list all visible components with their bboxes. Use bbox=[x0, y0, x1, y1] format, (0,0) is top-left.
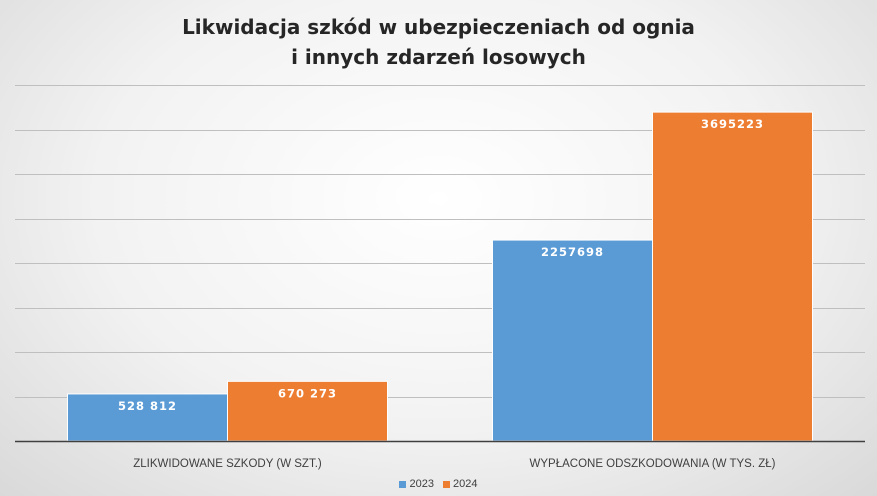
bar-2024-1 bbox=[227, 380, 388, 442]
legend-label-2023: 2023 bbox=[409, 478, 434, 490]
chart-title: Likwidacja szkód w ubezpieczeniach od og… bbox=[0, 12, 877, 72]
bar-2023-2 bbox=[492, 239, 653, 442]
legend-item-2023: 2023 bbox=[399, 478, 434, 490]
data-label: 670 273 bbox=[278, 386, 337, 400]
legend-swatch-2023 bbox=[399, 480, 407, 488]
legend-label-2024: 2024 bbox=[453, 478, 478, 490]
legend-item-2024: 2024 bbox=[443, 478, 478, 490]
data-label: 2257698 bbox=[541, 245, 604, 259]
legend: 2023 2024 bbox=[0, 478, 877, 491]
data-label: 3695223 bbox=[701, 117, 764, 131]
x-tick-label: ZLIKWIDOWANE SZKODY (W SZT.) bbox=[133, 458, 322, 470]
legend-swatch-2024 bbox=[443, 480, 451, 488]
chart-title-line-2: i innych zdarzeń losowych bbox=[291, 45, 586, 69]
x-tick-label: WYPŁACONE ODSZKODOWANIA (W TYS. ZŁ) bbox=[530, 458, 776, 470]
bar-2024-2 bbox=[652, 111, 813, 442]
chart-title-line-1: Likwidacja szkód w ubezpieczeniach od og… bbox=[182, 15, 695, 39]
data-label: 528 812 bbox=[118, 399, 177, 413]
